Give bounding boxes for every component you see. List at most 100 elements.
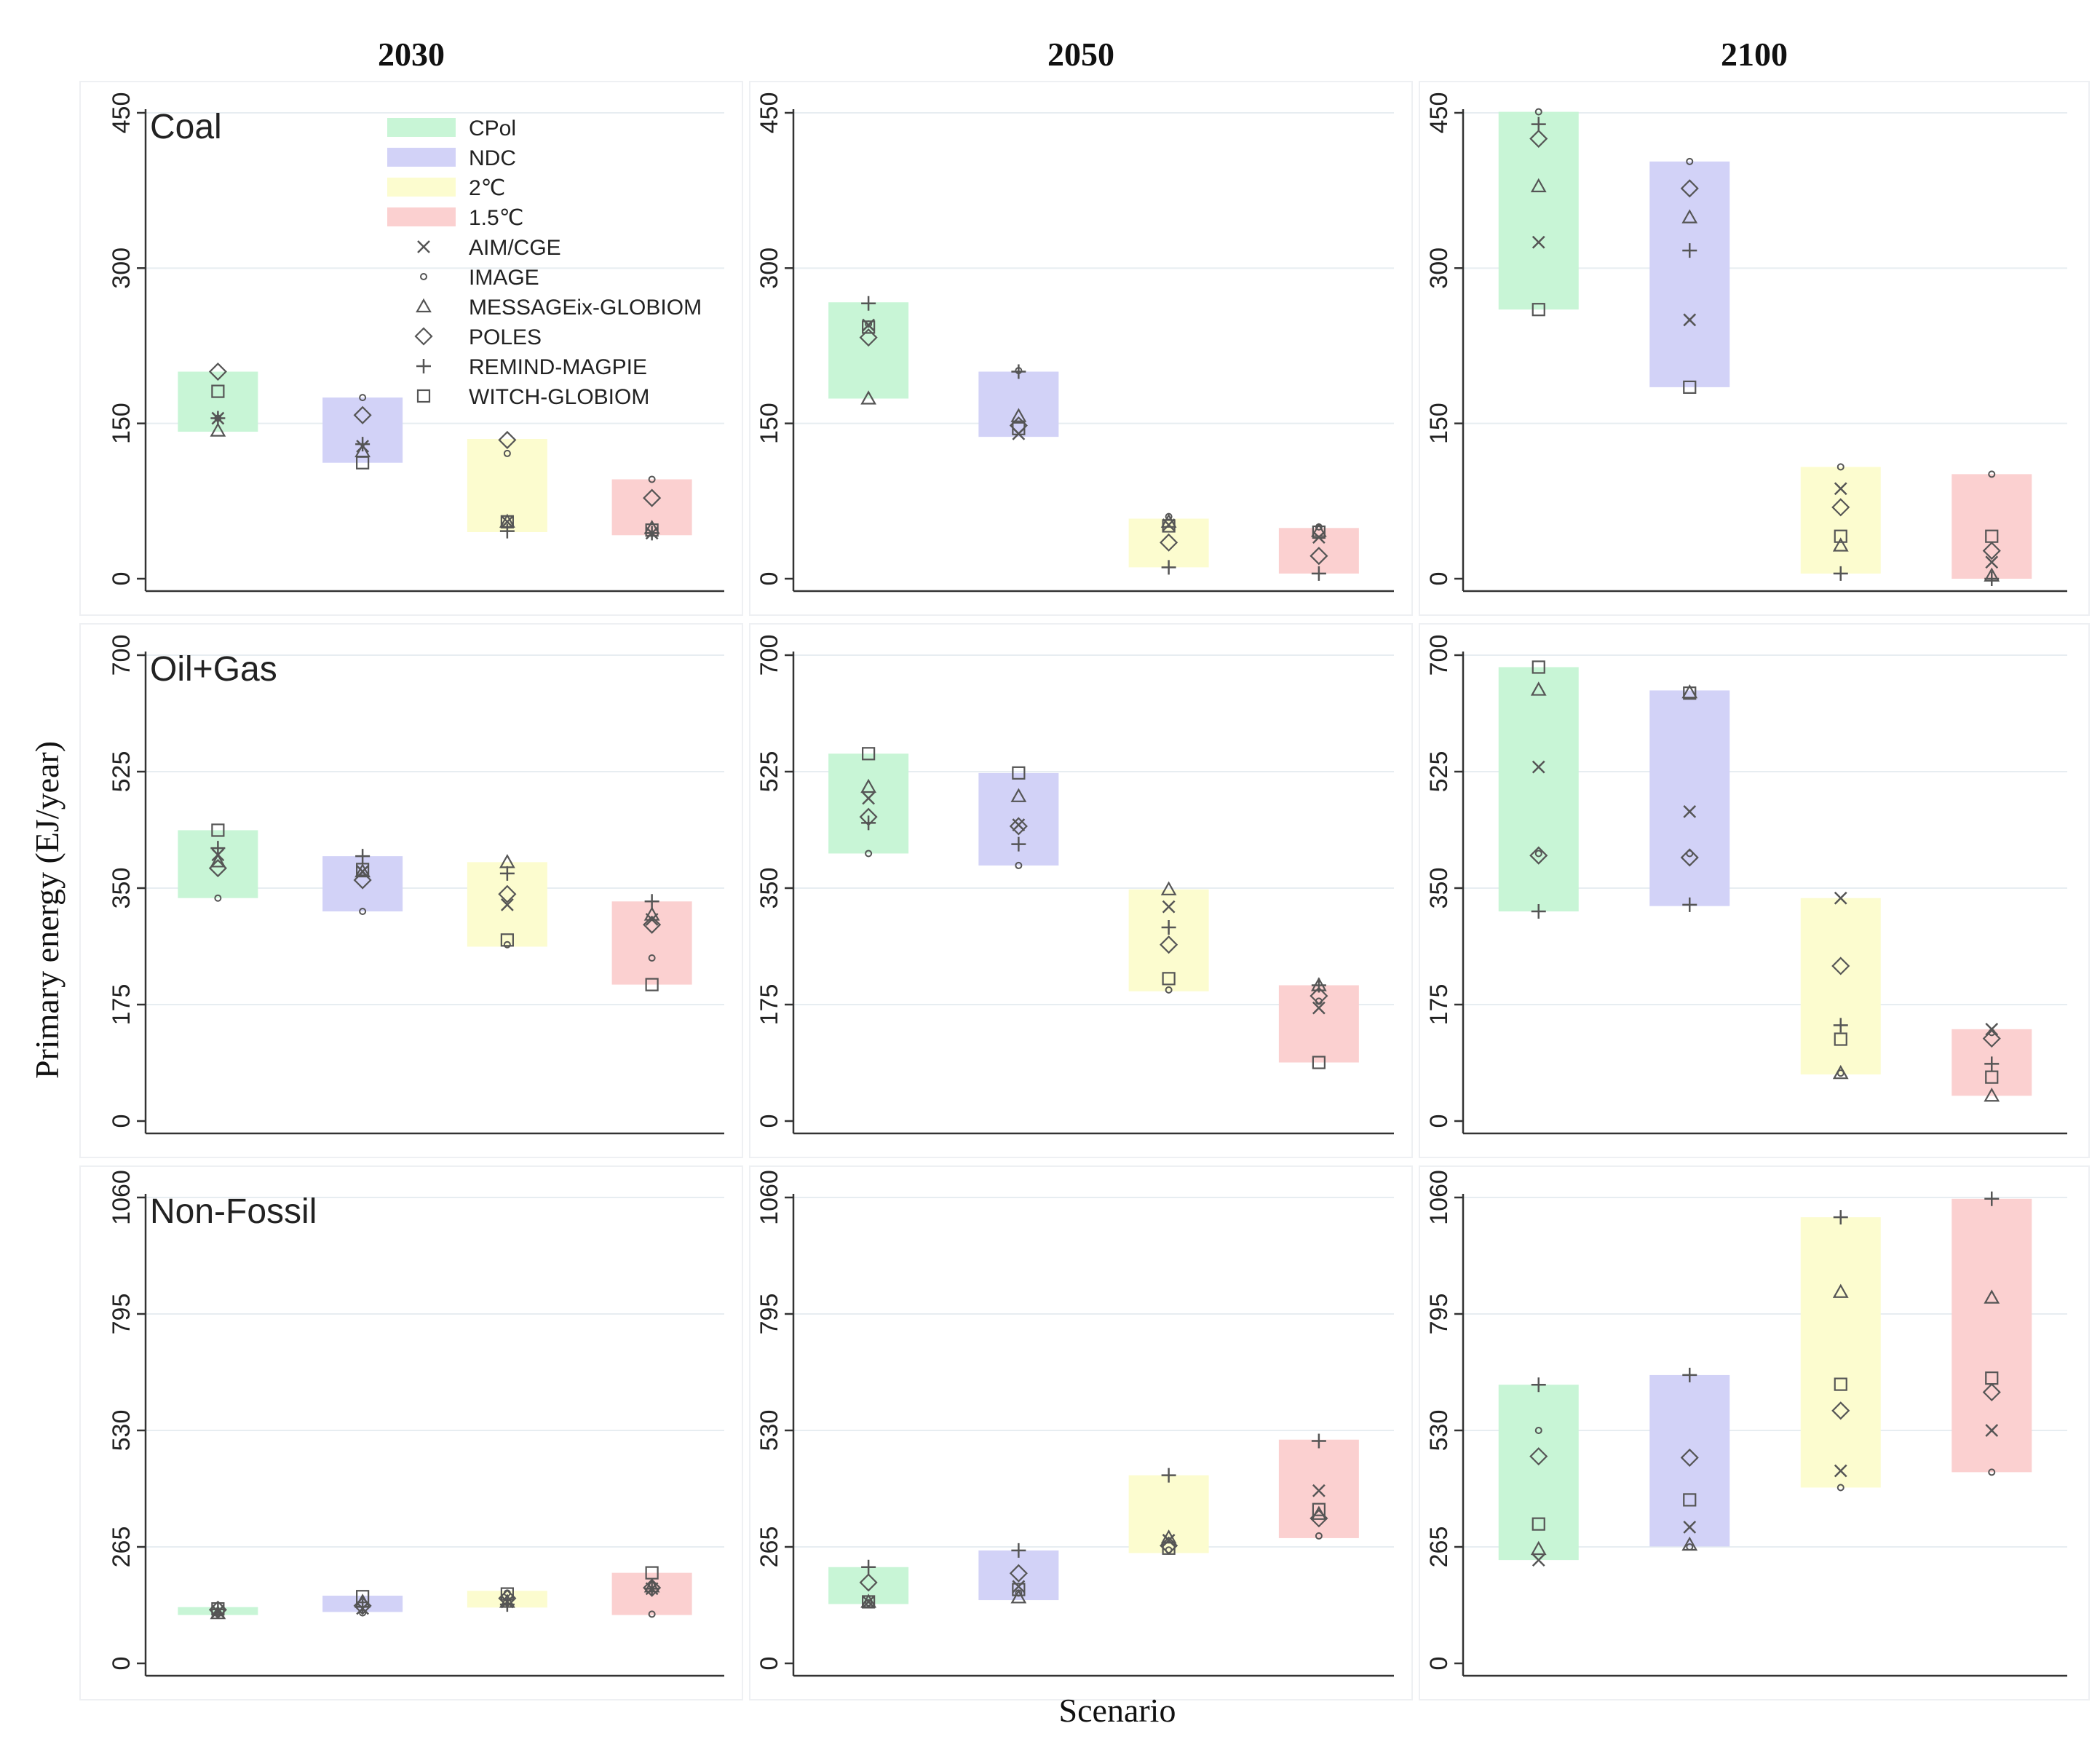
point-WITCH-GLOBIOM-1.5℃ [1312,525,1326,539]
legend-label-NDC: NDC [469,146,516,170]
y-tick-label: 350 [1425,868,1453,909]
point-WITCH-GLOBIOM-2℃ [500,933,514,947]
range-band-NDC [1649,690,1730,906]
panel-frame [1419,623,2090,1158]
y-tick-label: 0 [1425,1657,1453,1671]
point-IMAGE-2℃ [1165,986,1173,994]
point-REMIND-MAGPIE-1.5℃ [1984,1191,2000,1206]
range-band-1.5℃ [611,901,692,985]
point-POLES-2℃ [1160,533,1178,552]
point-POLES-2℃ [498,430,517,449]
point-WITCH-GLOBIOM-NDC [356,456,370,470]
point-AIM/CGE-CPol [862,791,876,805]
legend: CPol NDC 2℃ 1.5℃ AIM/CGE IMAGE MESSAGEix-GLOBI… [387,116,702,409]
point-POLES-CPol [208,859,227,878]
point-MESSAGEix-GLOBIOM-CPol [860,390,877,405]
point-REMIND-MAGPIE-CPol [861,815,876,831]
point-REMIND-MAGPIE-1.5℃ [644,1581,659,1596]
y-tick-label: 350 [756,868,783,909]
point-WITCH-GLOBIOM-NDC [1012,421,1026,435]
point-WITCH-GLOBIOM-1.5℃ [1312,1056,1326,1069]
point-WITCH-GLOBIOM-2℃ [1162,1541,1176,1555]
range-band-2℃ [1128,889,1209,991]
legend-label-2℃: 2℃ [469,176,505,200]
point-MESSAGEix-GLOBIOM-CPol [210,853,226,868]
point-AIM/CGE-NDC [1012,1580,1026,1593]
y-tick-label: 150 [108,403,135,444]
row-title-oil-gas: Oil+Gas [150,650,277,689]
point-MESSAGEix-GLOBIOM-NDC [354,863,371,878]
point-WITCH-GLOBIOM-2℃ [1834,1032,1847,1046]
panel-frame [749,81,1413,616]
panel-oil-gas-2050: 0 175 350 525 700 [749,623,1413,1158]
point-WITCH-GLOBIOM-CPol [211,384,225,398]
point-POLES-1.5℃ [1982,1382,2001,1402]
point-POLES-1.5℃ [643,488,662,507]
point-POLES-2℃ [1831,498,1850,517]
point-MESSAGEix-GLOBIOM-1.5℃ [1310,523,1327,537]
point-REMIND-MAGPIE-NDC [1682,243,1697,258]
point-IMAGE-2℃ [503,941,511,949]
legend-marker-REMIND-MAGPIE [416,359,431,373]
point-WITCH-GLOBIOM-2℃ [1834,1377,1847,1391]
y-tick-label: 450 [756,92,783,134]
y-tick-label: 300 [756,248,783,289]
point-POLES-NDC [1680,848,1699,867]
point-AIM/CGE-1.5℃ [1985,555,1999,569]
y-tick-label: 530 [108,1410,135,1452]
point-WITCH-GLOBIOM-2℃ [500,515,514,528]
panel-coal-2050: 0 150 300 450 [749,81,1413,616]
point-REMIND-MAGPIE-1.5℃ [1311,978,1326,993]
y-tick-label: 265 [756,1527,783,1568]
point-POLES-NDC [1680,1448,1699,1467]
point-REMIND-MAGPIE-1.5℃ [1311,566,1326,581]
y-tick-label: 795 [108,1294,135,1335]
y-tick-label: 265 [1425,1527,1453,1568]
legend-label-MESSAGEix-GLOBIOM: MESSAGEix-GLOBIOM [469,296,702,320]
y-tick-label: 700 [1425,635,1453,676]
range-band-1.5℃ [1278,1439,1359,1538]
point-AIM/CGE-2℃ [1162,900,1176,914]
point-AIM/CGE-2℃ [500,515,514,528]
point-IMAGE-CPol [865,850,873,858]
point-MESSAGEix-GLOBIOM-CPol [1530,1540,1547,1556]
point-REMIND-MAGPIE-1.5℃ [1311,1433,1326,1449]
point-AIM/CGE-NDC [1683,313,1697,327]
legend-swatch-NDC [387,148,456,167]
point-WITCH-GLOBIOM-CPol [1532,660,1545,674]
range-band-CPol [828,302,909,399]
point-WITCH-GLOBIOM-CPol [211,823,225,837]
point-MESSAGEix-GLOBIOM-1.5℃ [1984,1289,2000,1304]
point-MESSAGEix-GLOBIOM-NDC [1681,1536,1698,1551]
legend-swatch-2℃ [387,178,456,197]
y-tick-label: 525 [756,751,783,793]
y-tick-label: 150 [756,403,783,444]
point-WITCH-GLOBIOM-NDC [1012,1583,1026,1596]
legend-swatch-CPol [387,118,456,137]
legend-label-AIM/CGE: AIM/CGE [469,236,561,260]
legend-swatch-1.5℃ [387,207,456,226]
point-AIM/CGE-CPol [1532,760,1545,774]
point-POLES-1.5℃ [1982,542,2001,561]
point-WITCH-GLOBIOM-1.5℃ [1985,1371,1999,1385]
panels-layer: 2030 2050 2100 0 150 300 450 Coal 0 150 300 450 0 150… [79,36,2090,1700]
y-tick-label: 1060 [108,1170,135,1225]
point-REMIND-MAGPIE-1.5℃ [1984,1056,2000,1072]
y-tick-label: 0 [1425,1114,1453,1128]
point-REMIND-MAGPIE-2℃ [1833,1018,1848,1033]
panel-non-fossil-2050: 0 265 530 795 1060 [749,1165,1413,1700]
y-tick-label: 0 [756,1657,783,1671]
point-IMAGE-1.5℃ [1988,1468,1996,1476]
point-REMIND-MAGPIE-CPol [861,296,876,311]
point-AIM/CGE-1.5℃ [1985,1424,1999,1437]
point-MESSAGEix-GLOBIOM-NDC [1010,408,1027,422]
y-tick-label: 175 [756,984,783,1026]
point-WITCH-GLOBIOM-1.5℃ [1985,529,1999,543]
legend-marker-AIM/CGE [417,240,430,253]
point-IMAGE-2℃ [1836,463,1845,471]
point-AIM/CGE-CPol [862,1595,876,1609]
point-WITCH-GLOBIOM-2℃ [1162,972,1176,986]
y-tick-label: 450 [1425,92,1453,134]
point-POLES-2℃ [1831,957,1850,975]
row-title-coal: Coal [150,108,222,146]
